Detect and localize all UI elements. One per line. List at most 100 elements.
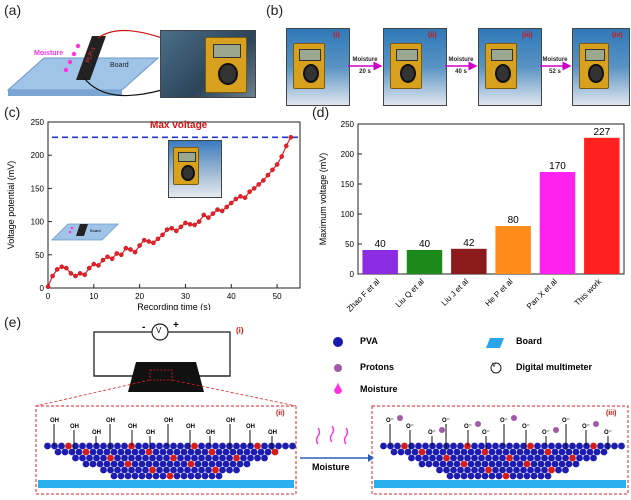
- moisture-drops: [63, 43, 81, 73]
- bar-value-label: 170: [549, 161, 566, 172]
- data-point: [109, 256, 115, 262]
- data-point: [228, 200, 234, 206]
- photo-step-3: [478, 28, 542, 106]
- pva-bead: [471, 442, 478, 450]
- data-point: [160, 232, 165, 238]
- pva-bead: [492, 442, 499, 450]
- panel-b-label: (b): [266, 2, 284, 18]
- pva-bead: [579, 448, 587, 456]
- pva-bead: [233, 442, 240, 450]
- photo-step-4: [572, 28, 630, 106]
- black-wire: [83, 77, 162, 97]
- pva-bead: [467, 472, 475, 480]
- voltage-line-chart: 0 50 100 150 200 250 0 10 20 30 40 50 Recording time…: [6, 118, 301, 310]
- pva-bead: [422, 454, 429, 462]
- category-label: Liu J et al: [440, 277, 471, 308]
- pva-bead: [117, 460, 125, 468]
- bar-0: [362, 250, 398, 274]
- pva-bead: [138, 460, 146, 468]
- pva-bead: [86, 442, 93, 450]
- pva-bead: [51, 442, 58, 450]
- circuit-plus: +: [173, 320, 179, 331]
- legend-multimeter: Digital multimeter: [516, 362, 593, 372]
- oxygen-bead: [149, 466, 156, 474]
- oxygen-bead: [145, 448, 153, 456]
- pva-bead: [79, 442, 86, 450]
- pva-bead: [152, 448, 160, 456]
- pva-bead: [499, 442, 506, 450]
- pva-bead: [131, 472, 139, 480]
- pva-bead: [222, 460, 230, 468]
- oxygen-bead: [401, 442, 408, 450]
- data-point: [91, 261, 97, 267]
- pva-bead: [513, 454, 520, 462]
- oxygen-bead: [65, 442, 72, 450]
- pva-bead: [54, 448, 62, 456]
- data-point: [256, 182, 262, 187]
- pva-bead: [110, 472, 118, 480]
- data-point: [105, 254, 110, 260]
- pva-bead: [121, 454, 128, 462]
- pva-bead: [247, 442, 254, 450]
- pva-bead: [117, 472, 125, 480]
- pva-bead: [544, 460, 552, 468]
- pva-bead: [527, 454, 534, 462]
- pva-bead: [436, 442, 443, 450]
- pva-lattice-ii: OH OH OH OH OH OH OH OH OH OH OH OH: [38, 418, 296, 488]
- pva-bead: [79, 454, 86, 462]
- pva-bead: [534, 466, 541, 474]
- pva-bead: [142, 442, 149, 450]
- proton: [553, 427, 559, 433]
- pva-bead: [128, 454, 135, 462]
- pva-bead: [390, 448, 398, 456]
- oxygen-bead: [590, 442, 597, 450]
- category-label: Liu Q et al: [394, 277, 426, 309]
- pva-bead: [159, 460, 167, 468]
- pva-bead: [163, 442, 170, 450]
- pva-bead: [488, 448, 496, 456]
- pva-bead: [474, 460, 482, 468]
- pva-bead: [457, 442, 464, 450]
- pva-bead: [163, 466, 170, 474]
- pva-bead: [562, 466, 569, 474]
- pva-bead: [429, 454, 436, 462]
- pva-bead: [103, 460, 111, 468]
- pva-bead: [86, 454, 93, 462]
- x-tick-label: 20: [135, 292, 144, 301]
- y-tick-label: 200: [31, 151, 45, 160]
- hydroxyl-label: OH: [164, 418, 173, 424]
- y-tick-label: 0: [40, 284, 45, 293]
- legend-moisture: Moisture: [360, 384, 398, 394]
- pva-bead: [110, 460, 118, 468]
- pva-bead: [219, 466, 226, 474]
- pva-bead: [499, 454, 506, 462]
- pva-bead: [107, 466, 114, 474]
- pva-bead: [131, 448, 139, 456]
- data-point: [265, 172, 271, 178]
- pva-bead: [537, 460, 545, 468]
- oxygen-bead: [271, 448, 279, 456]
- pva-bead: [562, 454, 569, 462]
- hydroxyl-label: OH: [92, 430, 101, 436]
- hydroxyl-label: O⁻: [464, 424, 472, 430]
- plot-frame: [357, 123, 625, 275]
- x-tick-label: 50: [273, 292, 282, 301]
- category-label: This work: [573, 276, 604, 307]
- pva-bead: [590, 454, 597, 462]
- step-1-label: (i): [333, 32, 340, 39]
- moisture-label-a: Moisture: [34, 50, 64, 57]
- step-2-label: (ii): [428, 32, 437, 39]
- hydroxyl-label: OH: [50, 418, 59, 424]
- pva-bead: [572, 460, 580, 468]
- pva-bead: [565, 460, 573, 468]
- oxygen-bead: [506, 454, 513, 462]
- oxygen-bead: [569, 454, 576, 462]
- hydroxyl-label: OH: [106, 418, 115, 424]
- panel-d-label: (d): [312, 104, 330, 120]
- category-label: He P et al: [483, 277, 514, 308]
- pva-bead: [527, 466, 534, 474]
- pva-bead: [100, 442, 107, 450]
- pva-bead: [96, 448, 104, 456]
- pva-bead: [166, 448, 174, 456]
